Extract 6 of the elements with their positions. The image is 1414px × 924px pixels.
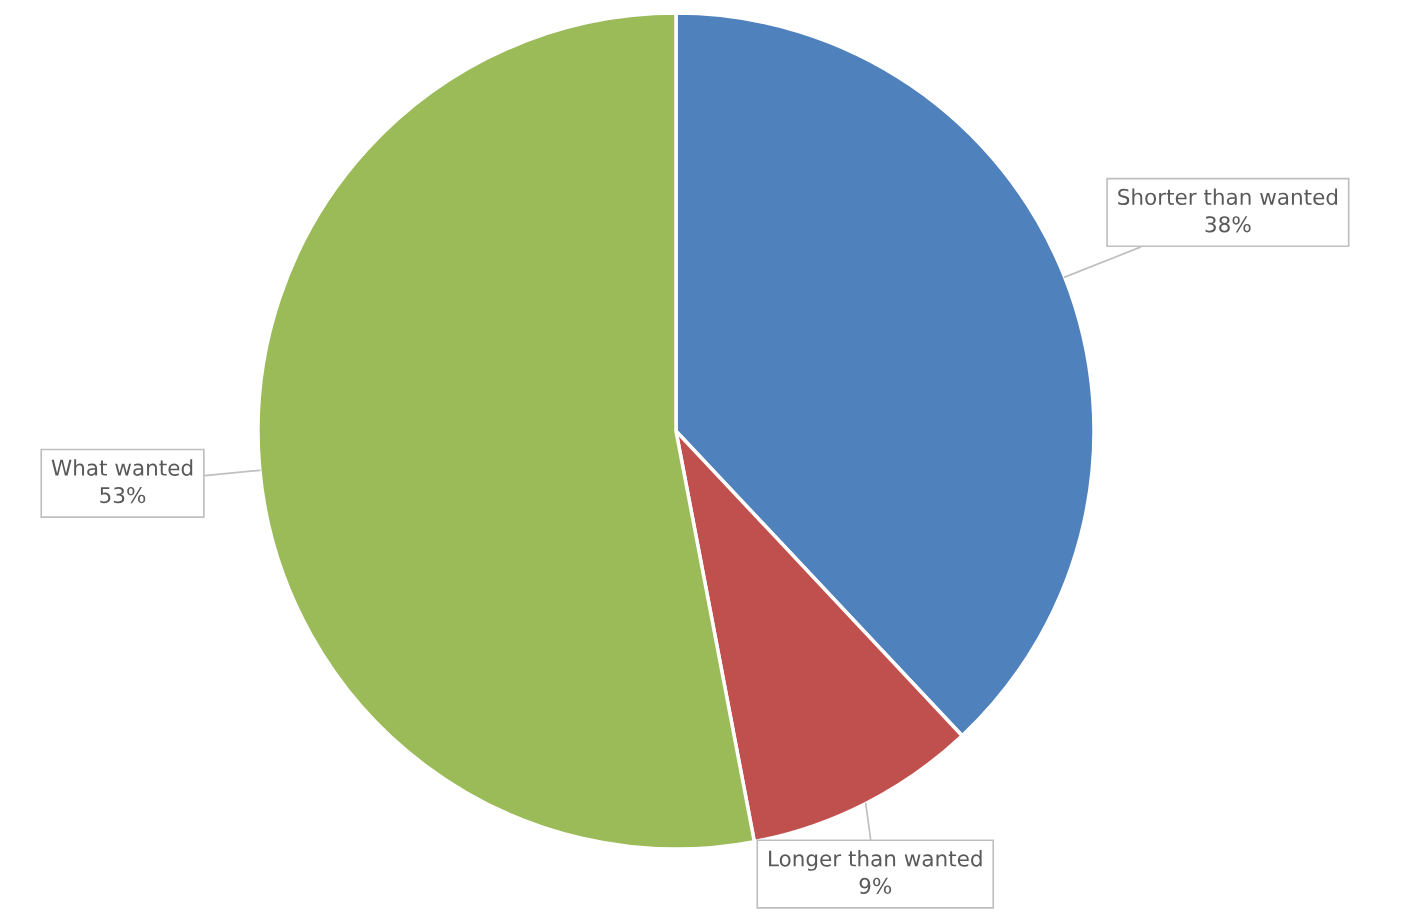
data-label: 53% [100, 486, 146, 504]
slice-label: Longer than wanted [769, 849, 982, 871]
slice-label: Shorter than wanted [1118, 188, 1338, 206]
slice-label: What wanted [51, 459, 193, 476]
data-label: 9% [859, 877, 892, 895]
data-label: 38% [1205, 216, 1251, 233]
